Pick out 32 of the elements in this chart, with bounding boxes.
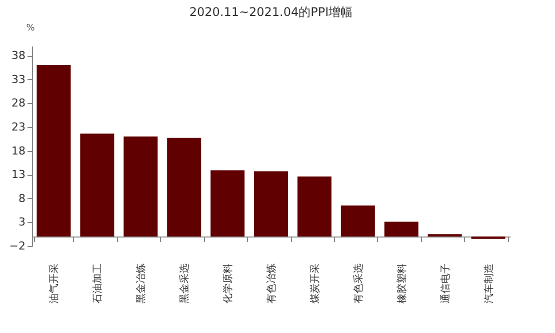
y-tick-label: 18: [12, 144, 26, 158]
bar: [254, 171, 288, 236]
x-tick-label: 石油加工: [92, 264, 104, 304]
y-tick-label: 23: [12, 120, 26, 134]
x-tick-label: 黑金冶炼: [135, 264, 148, 304]
bar: [167, 138, 202, 236]
y-tick-label: 33: [12, 72, 26, 86]
y-tick-label: 28: [12, 96, 26, 110]
x-tick-label: 油气开采: [48, 264, 60, 304]
bar: [36, 65, 71, 236]
y-tick-label: 3: [18, 216, 26, 229]
y-axis-title: %: [26, 24, 36, 34]
x-tick-label: 煤炭开采: [308, 264, 321, 304]
x-tick-label: 通信电子: [439, 264, 452, 304]
x-tick-label: 有色采选: [352, 264, 364, 304]
x-tick-label: 有色冶炼: [266, 264, 278, 304]
x-tick-label: 汽车制造: [482, 264, 495, 304]
y-tick-label: 13: [12, 168, 26, 182]
x-tick-label: 化学原料: [222, 264, 234, 304]
y-tick-label: 8: [18, 192, 26, 205]
y-tick-label: −2: [9, 240, 26, 252]
bar: [80, 134, 114, 236]
x-tick-label: 黑金采选: [178, 264, 191, 304]
bar: [124, 136, 158, 236]
bar: [384, 222, 418, 236]
bar: [297, 176, 332, 236]
x-tick-label: 橡胶塑料: [396, 264, 408, 304]
bar: [340, 206, 375, 236]
chart-title: 2020.11~2021.04的PPI增幅: [189, 5, 353, 19]
y-tick-label: 38: [12, 49, 26, 62]
bar: [210, 170, 245, 236]
bar: [471, 236, 506, 239]
